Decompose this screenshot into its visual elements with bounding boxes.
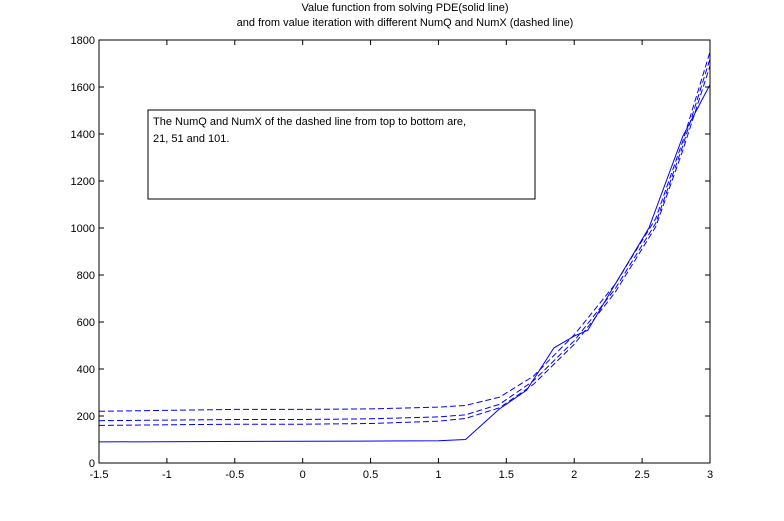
x-tick-label: 2 bbox=[571, 469, 577, 481]
solid-series-line bbox=[98, 84, 711, 443]
x-tick-label: 2.5 bbox=[634, 469, 649, 481]
annotation-line-2: 21, 51 and 101. bbox=[153, 133, 229, 145]
x-tick-label: -0.5 bbox=[225, 469, 244, 481]
dashed-series-line-2 bbox=[98, 58, 711, 422]
x-tick-label: 3 bbox=[707, 469, 713, 481]
y-tick-label: 800 bbox=[77, 270, 95, 282]
y-tick-label: 0 bbox=[89, 458, 95, 470]
y-tick-label: 600 bbox=[77, 317, 95, 329]
dashed-series-line-3 bbox=[98, 65, 711, 426]
x-tick-label: 1.5 bbox=[499, 469, 514, 481]
y-tick-label: 1800 bbox=[71, 35, 95, 47]
chart-title-line-2: and from value iteration with different … bbox=[237, 17, 574, 29]
y-tick-label: 400 bbox=[77, 364, 95, 376]
y-tick-label: 1600 bbox=[71, 82, 95, 94]
annotation-line-1: The NumQ and NumX of the dashed line fro… bbox=[153, 116, 466, 128]
y-tick-label: 1400 bbox=[71, 129, 95, 141]
x-tick-label: -1.5 bbox=[90, 469, 109, 481]
y-tick-label: 1000 bbox=[71, 223, 95, 235]
x-tick-label: -1 bbox=[162, 469, 172, 481]
y-tick-label: 1200 bbox=[71, 176, 95, 188]
x-tick-label: 1 bbox=[435, 469, 441, 481]
axes bbox=[98, 39, 711, 464]
axes-frame bbox=[98, 39, 711, 464]
ticks: -1.5 -1 -0.5 0 0.5 1 1.5 2 2.5 3 0 200 400 600 800 1000… bbox=[71, 35, 714, 481]
annotation-box bbox=[147, 109, 536, 200]
x-tick-label: 0.5 bbox=[363, 469, 378, 481]
x-tick-label: 0 bbox=[300, 469, 306, 481]
plot-lines bbox=[98, 51, 711, 443]
chart-title-line-1: Value function from solving PDE(solid li… bbox=[301, 2, 508, 14]
dashed-series-line-1 bbox=[98, 51, 711, 412]
y-tick-label: 200 bbox=[77, 411, 95, 423]
